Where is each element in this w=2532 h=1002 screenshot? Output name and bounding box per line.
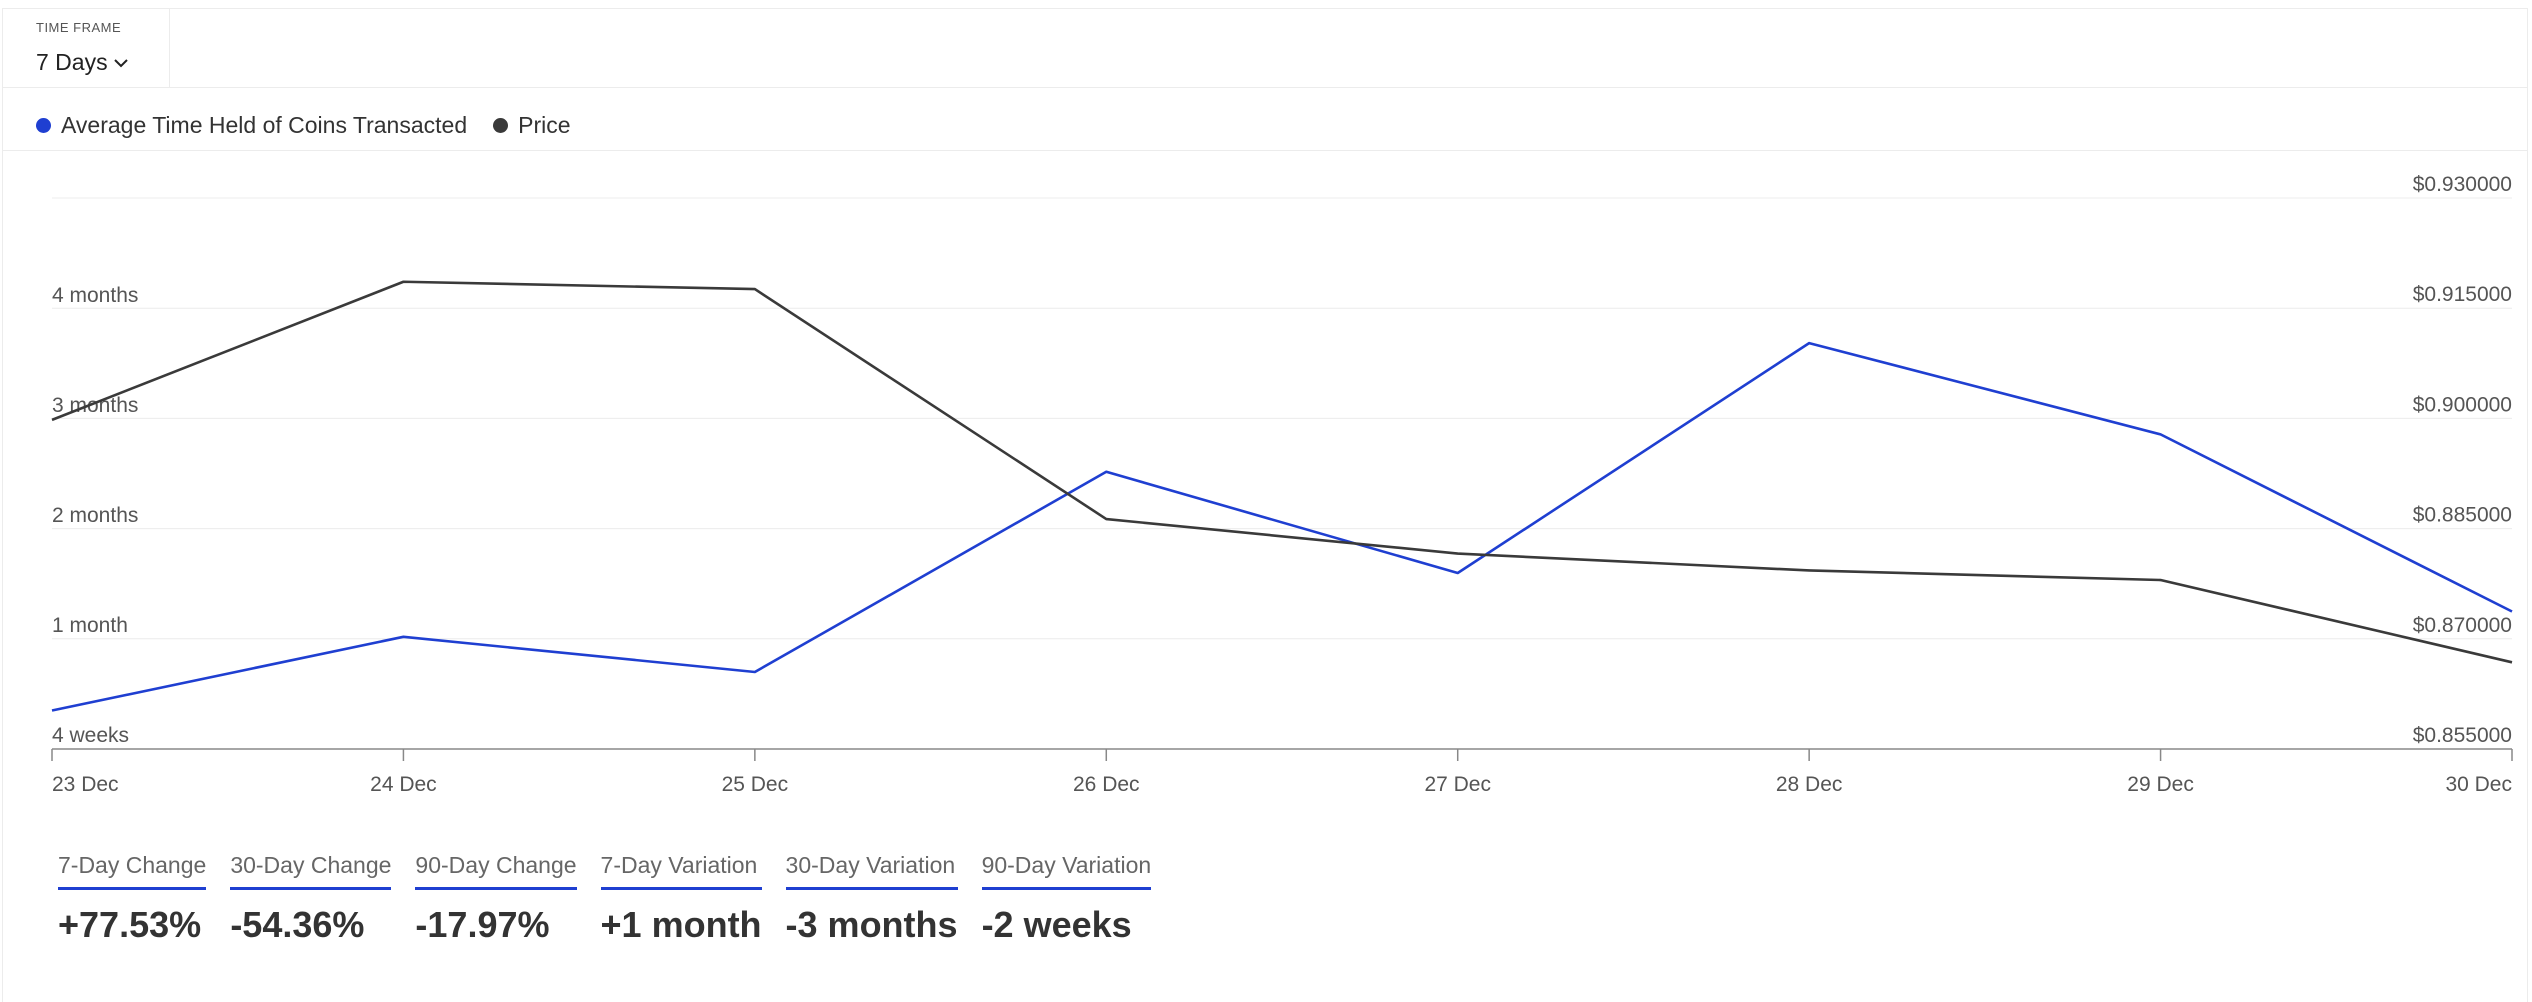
- stat-value: -17.97%: [415, 904, 550, 945]
- legend-item-time-held[interactable]: Average Time Held of Coins Transacted: [36, 112, 467, 139]
- y-right-tick-label: $0.870000: [2413, 614, 2512, 637]
- timeframe-control: TIME FRAME 7 Days: [3, 9, 170, 87]
- x-tick-label: 23 Dec: [52, 773, 119, 796]
- timeframe-label: TIME FRAME: [36, 20, 122, 35]
- x-tick-label: 24 Dec: [370, 773, 437, 796]
- stat-value: -2 weeks: [981, 904, 1132, 945]
- stat-label: 90-Day Change: [415, 852, 577, 890]
- divider: [3, 150, 2527, 151]
- stat-90-day-change[interactable]: 90-Day Change -17.97%: [415, 852, 577, 946]
- x-tick-label: 28 Dec: [1776, 773, 1843, 796]
- stat-value: -54.36%: [230, 904, 365, 945]
- legend-label-time-held: Average Time Held of Coins Transacted: [61, 111, 468, 138]
- stat-label: 90-Day Variation: [981, 852, 1152, 890]
- legend: Average Time Held of Coins Transacted Pr…: [36, 105, 571, 145]
- legend-dot-time-held: [36, 117, 51, 133]
- divider: [3, 87, 2527, 88]
- x-tick-label: 29 Dec: [2127, 773, 2194, 796]
- stat-label: 7-Day Variation: [600, 852, 762, 890]
- y-right-tick-label: $0.885000: [2413, 504, 2512, 527]
- legend-item-price[interactable]: Price: [493, 111, 571, 139]
- stat-value: +1 month: [600, 904, 762, 945]
- legend-label-price: Price: [518, 111, 571, 138]
- chart-card: TIME FRAME 7 Days Average Time Held of C…: [2, 8, 2528, 1002]
- stats-row: 7-Day Change +77.53% 30-Day Change -54.3…: [58, 852, 1152, 946]
- stat-30-day-change[interactable]: 30-Day Change -54.36%: [230, 852, 392, 946]
- y-right-tick-label: $0.900000: [2413, 393, 2512, 416]
- y-right-tick-label: $0.855000: [2413, 724, 2512, 747]
- stat-90-day-variation[interactable]: 90-Day Variation -2 weeks: [981, 852, 1152, 946]
- x-tick-label: 30 Dec: [2445, 773, 2512, 796]
- y-right-tick-label: $0.930000: [2413, 173, 2512, 196]
- y-left-tick-label: 1 month: [52, 614, 128, 637]
- stat-label: 30-Day Variation: [785, 852, 958, 890]
- legend-dot-price: [493, 117, 509, 133]
- y-left-tick-label: 4 weeks: [52, 724, 129, 747]
- stat-7-day-variation[interactable]: 7-Day Variation +1 month: [600, 852, 762, 946]
- stat-label: 7-Day Change: [58, 852, 207, 890]
- x-tick-label: 25 Dec: [722, 773, 789, 796]
- stat-30-day-variation[interactable]: 30-Day Variation -3 months: [785, 852, 958, 946]
- x-tick-label: 26 Dec: [1073, 773, 1140, 796]
- y-left-tick-label: 2 months: [52, 504, 138, 527]
- stat-label: 30-Day Change: [230, 852, 392, 890]
- x-tick-label: 27 Dec: [1424, 773, 1491, 796]
- timeframe-value: 7 Days: [36, 49, 108, 75]
- y-right-tick-label: $0.915000: [2413, 283, 2512, 306]
- series-line-time-held: [51, 341, 2513, 712]
- y-left-tick-label: 4 months: [52, 284, 138, 307]
- chevron-down-icon: [113, 58, 128, 67]
- stat-7-day-change[interactable]: 7-Day Change +77.53%: [58, 852, 207, 946]
- line-chart: $0.855000 $0.870000 $0.885000 $0.900000 $0.9…: [51, 173, 2513, 796]
- series-line-price: [51, 280, 2513, 664]
- stat-value: -3 months: [785, 904, 958, 945]
- timeframe-dropdown[interactable]: 7 Days: [36, 49, 130, 76]
- stat-value: +77.53%: [58, 904, 202, 945]
